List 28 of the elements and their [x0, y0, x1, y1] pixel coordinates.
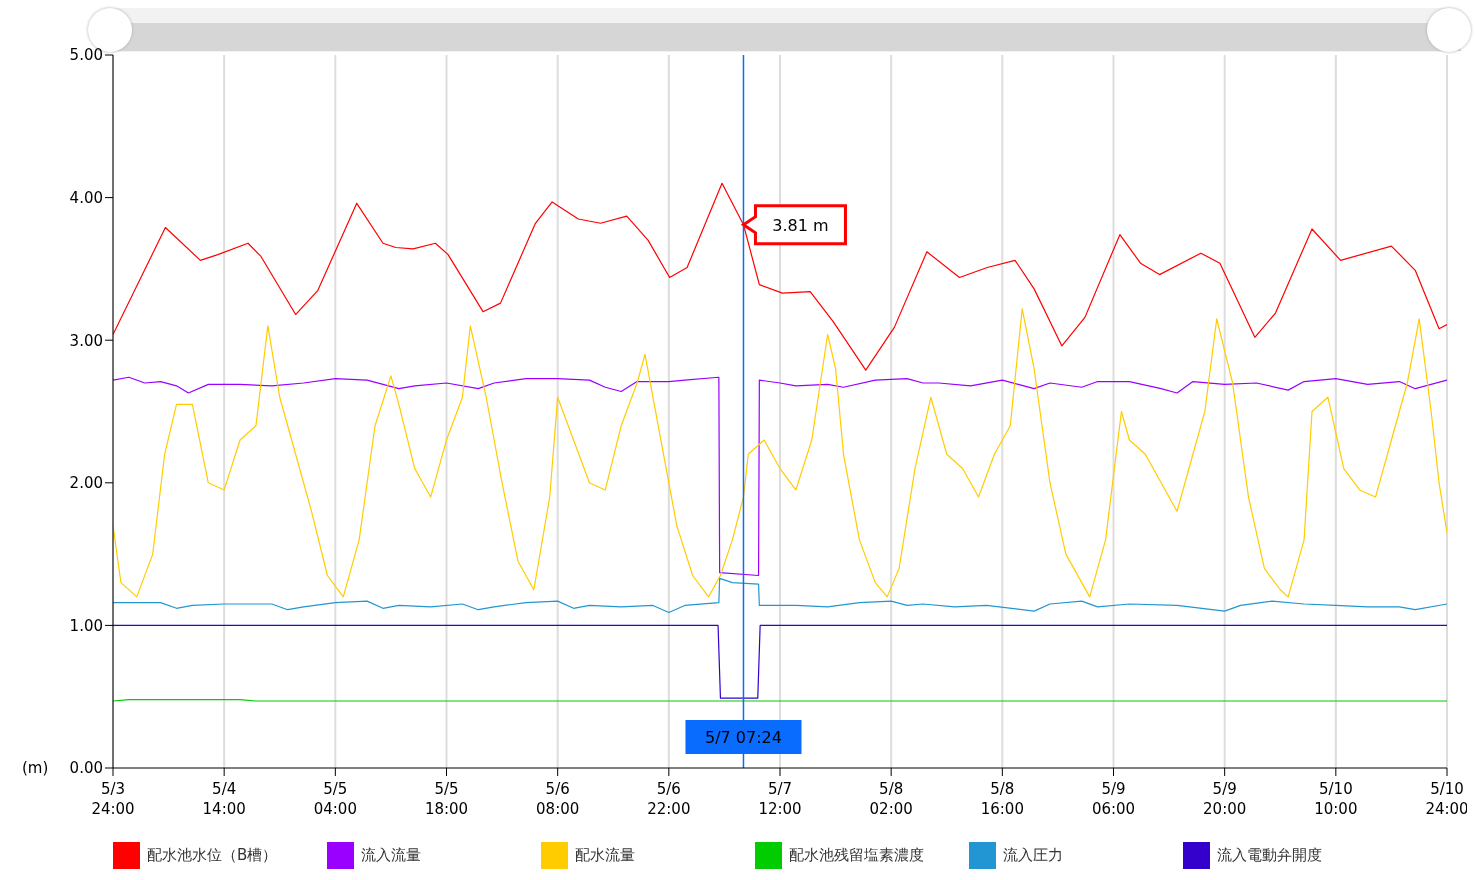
- y-tick-label: 0.00: [69, 759, 103, 778]
- legend-label: 流入電動弁開度: [1217, 846, 1322, 865]
- legend-label: 配水流量: [575, 846, 635, 865]
- y-tick-label: 1.00: [69, 616, 103, 635]
- x-tick-label: 5/5 18:00: [424, 780, 469, 818]
- x-tick-label: 5/7 12:00: [758, 780, 802, 818]
- x-tick-label: 5/3 24:00: [91, 780, 135, 818]
- x-tick-label: 5/6 22:00: [647, 780, 691, 818]
- annotation: 3.81 m: [772, 215, 829, 235]
- x-tick-label: 5/6 08:00: [536, 780, 580, 818]
- x-tick-label: 5/10 24:00: [1425, 780, 1469, 818]
- x-tick-label: 5/5 04:00: [313, 780, 357, 818]
- x-tick-label: 5/9 06:00: [1091, 780, 1136, 818]
- y-tick-label: 5.00: [69, 46, 103, 65]
- legend-label: 流入流量: [361, 846, 421, 865]
- y-tick-label: 3.00: [69, 331, 103, 350]
- x-tick-label: 5/10 10:00: [1314, 780, 1358, 818]
- y-tick-label: 4.00: [69, 188, 103, 207]
- x-tick-label: 5/8 02:00: [869, 780, 913, 818]
- legend-label: 流入圧力: [1003, 846, 1063, 865]
- y-tick-label: 2.00: [69, 474, 103, 493]
- ref-line-label: 5/7 07:24: [705, 728, 782, 747]
- x-tick-label: 5/4 14:00: [202, 780, 246, 818]
- y-axis-title: (m): [22, 759, 49, 777]
- x-tick-label: 5/8 16:00: [980, 780, 1024, 818]
- legend-label: 配水池水位（B槽）: [147, 846, 278, 865]
- x-tick-label: 5/9 20:00: [1203, 780, 1247, 818]
- legend-label: 配水池残留塩素濃度: [789, 846, 924, 865]
